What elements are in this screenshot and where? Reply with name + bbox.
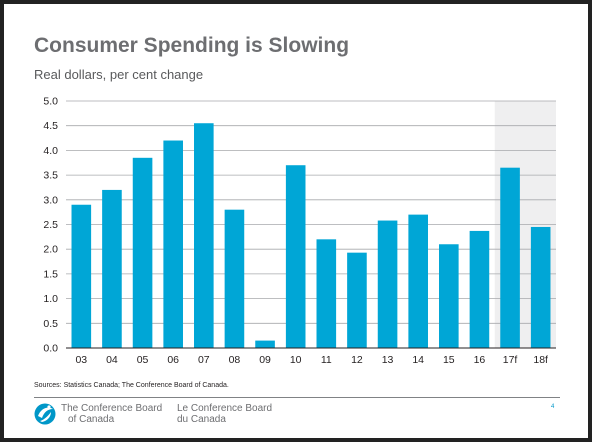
bar-12: [347, 252, 367, 348]
chart-subtitle: Real dollars, per cent change: [34, 67, 204, 82]
x-tick-label: 14: [412, 354, 424, 366]
organization-name-french: Le Conference Board du Canada: [177, 403, 272, 425]
x-tick-label: 17f: [503, 354, 518, 366]
y-tick-label: 1.0: [43, 293, 58, 305]
y-tick-label: 3.5: [43, 170, 58, 182]
y-tick-label: 2.5: [43, 219, 58, 231]
x-tick-label: 16: [474, 354, 486, 366]
org-en-line1: The Conference Board: [61, 403, 163, 414]
x-tick-label: 10: [290, 354, 302, 366]
y-tick-label: 2.0: [43, 244, 58, 256]
footer-divider: [34, 397, 560, 398]
bar-15: [439, 244, 459, 348]
x-tick-label: 08: [229, 354, 241, 366]
x-tick-label: 18f: [533, 354, 548, 366]
x-tick-label: 03: [75, 354, 87, 366]
page-number: 4: [551, 404, 555, 410]
org-fr-line2: du Canada: [177, 414, 226, 425]
x-tick-label: 07: [198, 354, 210, 366]
bar-04: [102, 189, 122, 348]
x-tick-label: 15: [443, 354, 455, 366]
bar-11: [316, 239, 337, 348]
bar-18f: [530, 226, 551, 348]
y-tick-label: 4.0: [43, 145, 58, 157]
bar-03: [71, 204, 92, 348]
bar-09: [255, 340, 275, 348]
x-tick-label: 04: [106, 354, 118, 366]
x-tick-label: 06: [167, 354, 179, 366]
bar-14: [408, 214, 428, 348]
bar-06: [163, 140, 183, 348]
y-tick-label: 4.5: [43, 120, 58, 132]
bar-07: [194, 123, 214, 348]
y-tick-label: 5.0: [43, 96, 58, 108]
bar-13: [377, 220, 398, 348]
x-tick-label: 12: [351, 354, 363, 366]
x-tick-label: 09: [259, 354, 271, 366]
y-tick-label: 0.0: [43, 343, 58, 355]
x-tick-label: 11: [321, 354, 332, 366]
organization-name-english: The Conference Board of Canada: [61, 403, 162, 425]
x-tick-label: 13: [382, 354, 394, 366]
bar-10: [285, 165, 306, 348]
bar-16: [469, 230, 490, 348]
bar-05: [132, 157, 153, 348]
y-tick-label: 3.0: [43, 194, 58, 206]
x-tick-label: 05: [137, 354, 149, 366]
bar-17f: [500, 167, 520, 348]
bar-chart: 0.0 0.5 1.0 1.5 2.0 2.5 3.0 3.5 4.0 4.5 5.0 03 04 05 0…: [43, 96, 556, 366]
slide: Consumer Spending is Slowing Real dollar…: [4, 4, 588, 438]
sources-note: Sources: Statistics Canada; The Conferen…: [34, 382, 229, 389]
conference-board-swirl-icon: [34, 403, 56, 425]
org-en-line2: of Canada: [68, 414, 115, 425]
y-tick-label: 0.5: [43, 318, 58, 330]
org-fr-line1: Le Conference Board: [177, 403, 273, 414]
y-tick-label: 1.5: [43, 268, 58, 280]
page-title: Consumer Spending is Slowing: [34, 34, 350, 57]
bar-08: [224, 209, 245, 348]
